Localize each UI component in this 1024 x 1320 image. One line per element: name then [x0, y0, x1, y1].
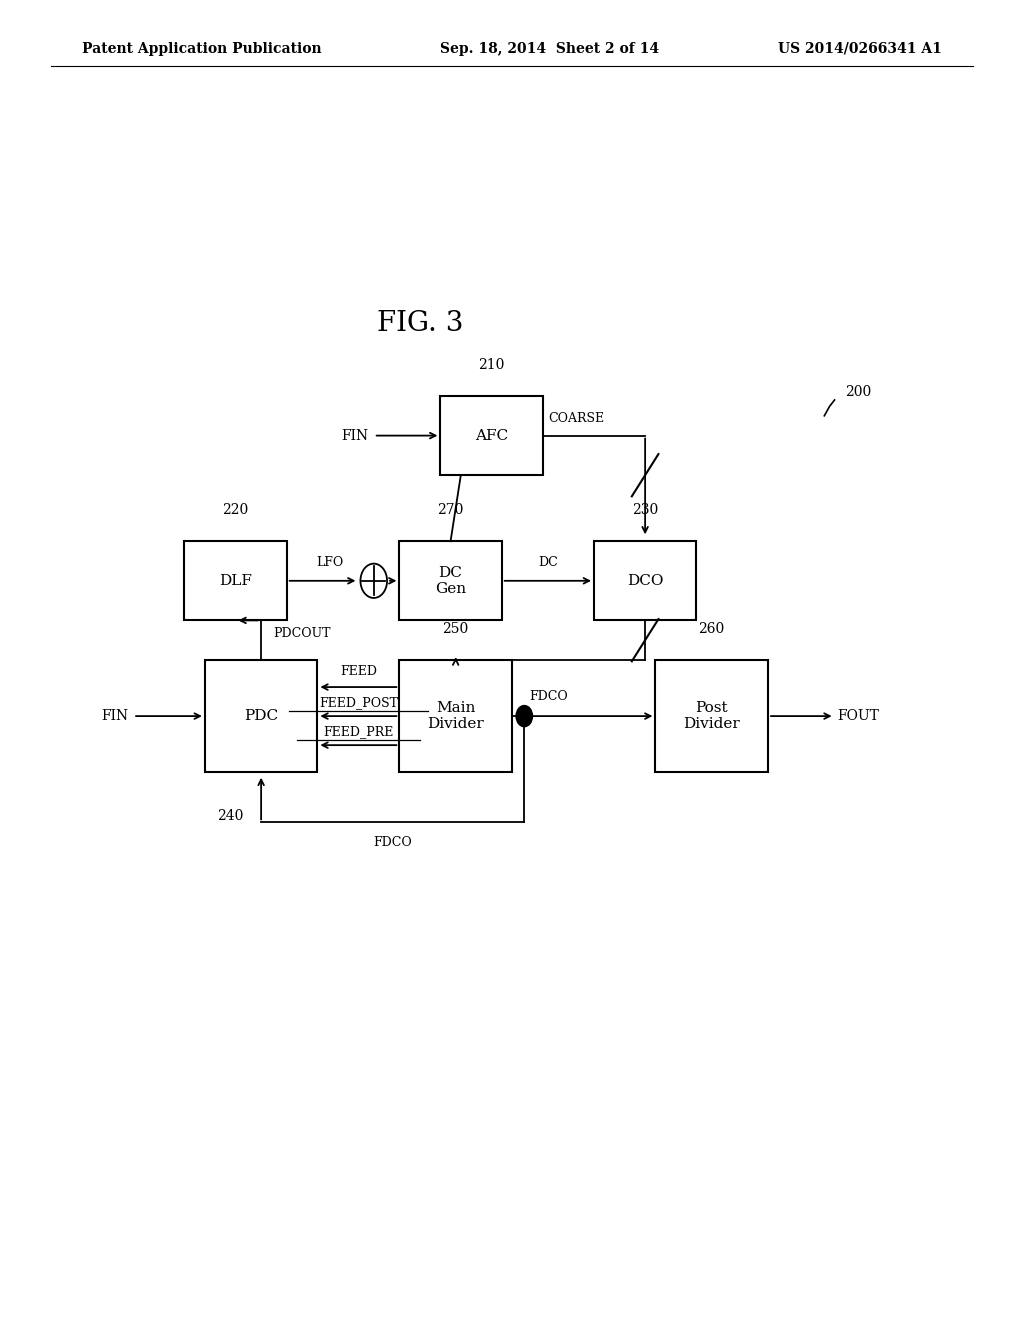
Text: FDCO: FDCO	[374, 836, 412, 849]
Text: 260: 260	[698, 622, 725, 636]
Text: Main
Divider: Main Divider	[427, 701, 484, 731]
Text: DLF: DLF	[219, 574, 252, 587]
Text: 220: 220	[222, 503, 249, 517]
FancyBboxPatch shape	[205, 660, 317, 772]
Text: LFO: LFO	[316, 556, 344, 569]
Text: DC: DC	[538, 556, 558, 569]
Circle shape	[516, 705, 532, 726]
Text: COARSE: COARSE	[548, 412, 604, 425]
Text: DCO: DCO	[627, 574, 664, 587]
Text: PDC: PDC	[244, 709, 279, 723]
FancyBboxPatch shape	[594, 541, 696, 620]
Text: 200: 200	[845, 384, 871, 399]
Text: Post
Divider: Post Divider	[683, 701, 740, 731]
Text: PDCOUT: PDCOUT	[273, 627, 331, 640]
Text: FEED: FEED	[340, 665, 377, 678]
Text: Sep. 18, 2014  Sheet 2 of 14: Sep. 18, 2014 Sheet 2 of 14	[440, 42, 659, 55]
Text: DC
Gen: DC Gen	[435, 566, 466, 595]
FancyBboxPatch shape	[399, 660, 512, 772]
Text: FEED_PRE: FEED_PRE	[324, 726, 393, 739]
Text: Patent Application Publication: Patent Application Publication	[82, 42, 322, 55]
Text: 230: 230	[632, 503, 658, 517]
Text: FOUT: FOUT	[838, 709, 880, 723]
Text: US 2014/0266341 A1: US 2014/0266341 A1	[778, 42, 942, 55]
Text: 240: 240	[217, 809, 244, 824]
FancyBboxPatch shape	[184, 541, 287, 620]
Text: FIN: FIN	[101, 709, 128, 723]
FancyBboxPatch shape	[399, 541, 502, 620]
Text: AFC: AFC	[475, 429, 508, 442]
Text: FIG. 3: FIG. 3	[377, 310, 463, 337]
Text: 250: 250	[442, 622, 469, 636]
Text: 210: 210	[478, 358, 505, 372]
FancyBboxPatch shape	[655, 660, 768, 772]
Text: 270: 270	[437, 503, 464, 517]
Text: FEED_POST: FEED_POST	[318, 697, 398, 710]
Text: FIN: FIN	[342, 429, 369, 442]
Text: FDCO: FDCO	[529, 690, 568, 704]
FancyBboxPatch shape	[440, 396, 543, 475]
